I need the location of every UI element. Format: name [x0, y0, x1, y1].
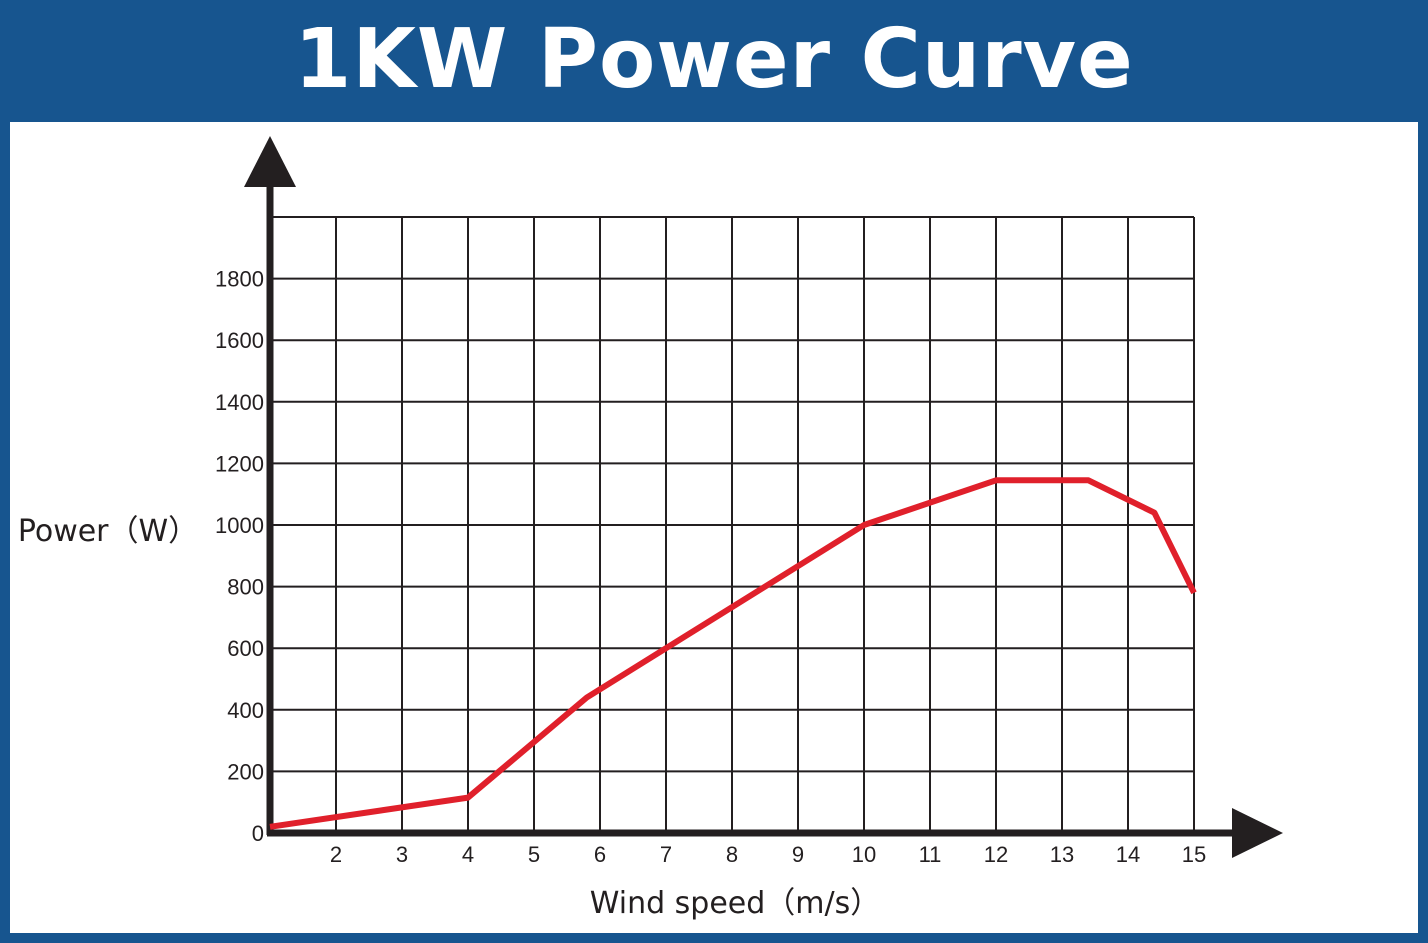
y-tick-label: 1000 — [215, 513, 264, 538]
x-tick-label: 13 — [1050, 842, 1074, 867]
x-tick-label: 5 — [528, 842, 540, 867]
y-tick-label: 800 — [227, 575, 264, 600]
y-tick-label: 600 — [227, 636, 264, 661]
x-tick-label: 11 — [919, 842, 942, 867]
y-tick-label: 1200 — [215, 451, 264, 476]
x-tick-label: 15 — [1182, 842, 1206, 867]
x-tick-label: 7 — [660, 842, 672, 867]
chart-title: 1KW Power Curve — [294, 11, 1134, 107]
x-tick-label: 4 — [462, 842, 474, 867]
x-tick-labels: 2 3 4 5 6 7 8 9 10 11 12 13 14 15 — [330, 842, 1206, 867]
y-tick-labels: 0 200 400 600 800 1000 1200 1400 1600 1800 — [215, 267, 264, 846]
y-axis-arrow — [244, 136, 296, 187]
x-tick-label: 8 — [726, 842, 738, 867]
x-axis-label: Wind speed（m/s） — [590, 886, 881, 921]
power-curve-line — [269, 477, 1197, 830]
x-tick-label: 6 — [594, 842, 606, 867]
y-tick-label: 400 — [227, 698, 264, 723]
x-axis-arrow — [1232, 808, 1283, 858]
x-tick-label: 2 — [330, 842, 342, 867]
x-tick-label: 14 — [1116, 842, 1140, 867]
x-tick-label: 12 — [984, 842, 1008, 867]
y-tick-label: 1800 — [215, 267, 264, 292]
y-tick-label: 1600 — [215, 328, 264, 353]
series-layer — [269, 477, 1197, 830]
grid — [270, 216, 1195, 833]
x-tick-label: 10 — [852, 842, 876, 867]
x-tick-label: 3 — [396, 842, 408, 867]
axes — [244, 136, 1283, 858]
y-tick-label: 0 — [252, 821, 264, 846]
y-axis-label: Power（W） — [18, 514, 198, 549]
y-tick-label: 200 — [227, 759, 264, 784]
title-banner: 1KW Power Curve — [0, 0, 1428, 122]
y-tick-label: 1400 — [215, 390, 264, 415]
x-tick-label: 9 — [792, 842, 804, 867]
